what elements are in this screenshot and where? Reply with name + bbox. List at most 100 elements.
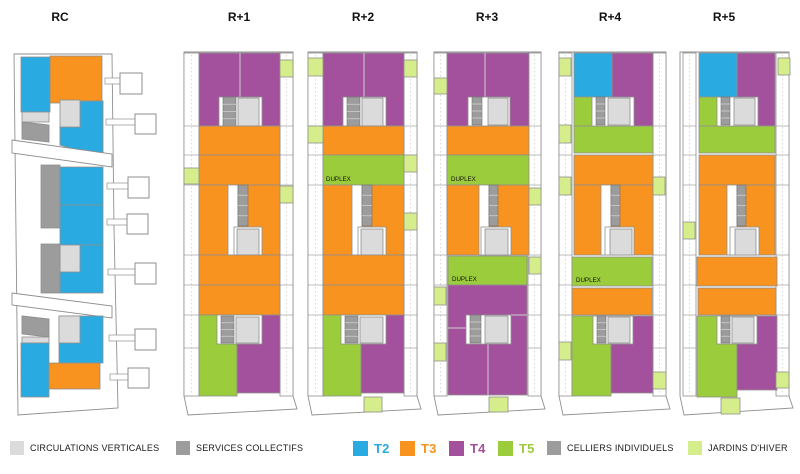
r2-t3-area [322, 284, 405, 316]
rc-circulation-area [21, 336, 50, 344]
floor-title-r4: R+4 [598, 10, 622, 24]
r4-winter-garden [558, 57, 572, 77]
r3-elevator-icon [487, 97, 509, 126]
rc-circulation-area [59, 244, 81, 273]
r3-winter-garden [433, 342, 447, 362]
rc-connector [106, 182, 129, 190]
r5-winter-garden [777, 57, 791, 76]
legend-label-t4: T4 [470, 440, 486, 456]
r4-t3-area [573, 154, 654, 186]
legend-item-celliers-individuels: CELLIERS INDIVIDUELS [547, 439, 674, 457]
rc-cellier-box [134, 262, 157, 285]
r2-elevator-icon [360, 228, 384, 256]
rc-t2-area [59, 166, 104, 206]
r2-elevator-icon [361, 97, 384, 127]
r2-duplex-label: DUPLEX [326, 176, 351, 183]
r1-winter-garden [279, 185, 294, 204]
r5-t5-area [698, 125, 776, 154]
legend-swatch-services-collectifs [176, 441, 190, 455]
r1-elevator-icon [235, 316, 260, 344]
rc-connector [106, 218, 128, 226]
rc-connector [107, 268, 136, 276]
r5-t2-area [698, 52, 738, 98]
r4-elevator-icon [607, 316, 631, 344]
legend-item-t3: T3 [400, 439, 437, 457]
r4-t3-area [571, 287, 653, 316]
floor-title-rc: RC [51, 10, 69, 24]
r4-winter-garden [558, 124, 572, 144]
legend-item-circulations-verticales: CIRCULATIONS VERTICALES [10, 439, 159, 457]
r3-winter-garden [488, 396, 509, 413]
r2-elevator-icon [359, 316, 384, 344]
r2-winter-garden [307, 57, 324, 77]
rc-connector [108, 334, 136, 342]
rc-t3-area [49, 55, 103, 104]
rc-cellier-box [119, 72, 143, 95]
floor-plan-rc [11, 53, 157, 416]
legend-swatch-circulations-verticales [10, 441, 24, 455]
r3-t3-area [446, 125, 530, 156]
legend-swatch-t3 [400, 440, 415, 456]
floor-plan-r3: DUPLEX DUPLEX [433, 51, 546, 416]
r4-winter-garden [558, 176, 572, 196]
r5-t3-area [698, 154, 776, 186]
r2-winter-garden [403, 212, 418, 231]
rc-services-area [21, 121, 50, 143]
legend-label-circulations-verticales: CIRCULATIONS VERTICALES [30, 443, 160, 453]
r5-elevator-icon [734, 228, 757, 256]
r4-winter-garden [652, 371, 667, 390]
legend-item-t4: T4 [449, 439, 486, 457]
rc-t2-area [59, 204, 104, 246]
walkway [11, 139, 113, 168]
r4-t2-area [573, 52, 613, 98]
r3-t5-area [447, 255, 528, 286]
rc-connector [105, 118, 136, 126]
r2-winter-garden [307, 125, 324, 144]
rc-cellier-box [127, 176, 150, 199]
legend-swatch-t5 [498, 440, 513, 456]
r3-duplex-label: DUPLEX [451, 176, 476, 183]
legend-label-t5: T5 [519, 440, 535, 456]
r5-t3-area [696, 256, 778, 287]
r2-t3-area [322, 254, 405, 286]
r3-winter-garden [433, 286, 447, 306]
r1-winter-garden [279, 59, 294, 78]
r5-winter-garden [682, 221, 696, 240]
legend-label-t3: T3 [421, 440, 437, 456]
r4-elevator-icon [609, 228, 633, 256]
r2-t5-area [322, 154, 405, 186]
r3-duplex-label: DUPLEX [452, 276, 477, 283]
rc-connector [104, 77, 121, 85]
r2-winter-garden [403, 59, 418, 78]
r4-t5-area [571, 256, 653, 287]
legend-item-jardins-dhiver: JARDINS D'HIVER [688, 439, 788, 457]
rc-circulation-area [58, 315, 81, 344]
legend-label-jardins-dhiver: JARDINS D'HIVER [708, 443, 788, 453]
legend-swatch-t2 [353, 440, 368, 456]
rc-services-area [40, 243, 61, 294]
r1-t3-area [198, 254, 281, 286]
r4-winter-garden [652, 176, 666, 196]
r2-t3-area [322, 125, 405, 156]
r1-elevator-icon [237, 97, 260, 127]
r3-elevator-icon [484, 228, 509, 256]
walkway [11, 292, 113, 319]
floor-title-r3: R+3 [475, 10, 499, 24]
r4-elevator-icon [607, 97, 631, 126]
legend-swatch-t4 [449, 440, 464, 456]
r1-t3-area [198, 154, 281, 186]
rc-t3-area [48, 362, 101, 390]
legend-item-services-collectifs: SERVICES COLLECTIFS [176, 439, 303, 457]
r5-t3-area [697, 287, 777, 316]
rc-connector [109, 373, 129, 381]
r4-duplex-label: DUPLEX [576, 277, 601, 284]
r1-t3-area [198, 284, 281, 316]
floor-title-r1: R+1 [227, 10, 251, 24]
r5-elevator-icon [731, 316, 755, 344]
r3-t5-area [446, 154, 530, 186]
r5-elevator-icon [733, 97, 756, 126]
r2-winter-garden [403, 154, 418, 173]
legend-item-t2: T2 [353, 439, 390, 457]
rc-t2-area [20, 342, 50, 398]
